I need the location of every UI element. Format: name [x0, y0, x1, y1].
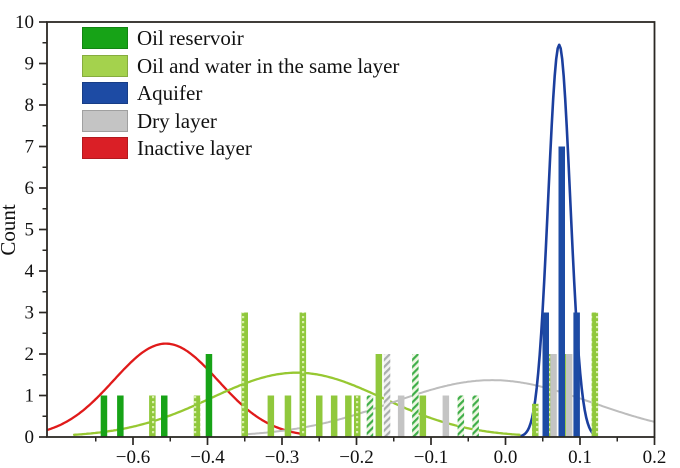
x-tick-label: −0.6	[116, 447, 150, 468]
chart-legend: Oil reservoir Oil and water in the same …	[82, 27, 399, 165]
histogram-bar-oil_water	[149, 395, 156, 437]
legend-label: Oil reservoir	[137, 26, 244, 50]
histogram-bar-oil_water	[591, 312, 599, 437]
x-tick-label: 0.0	[494, 447, 518, 468]
y-tick-label: 3	[25, 303, 35, 324]
histogram-bar-oil_reservoir	[100, 395, 108, 437]
y-tick-label: 4	[25, 261, 35, 282]
histogram-bar-oil_reservoir	[205, 354, 213, 437]
histogram-bar-dry_layer	[565, 354, 573, 437]
legend-swatch-oil-reservoir	[82, 27, 128, 49]
y-tick-label: 5	[25, 220, 35, 241]
legend-item-oil-and-water: Oil and water in the same layer	[82, 53, 400, 78]
histogram-bar-oil_water	[284, 395, 292, 437]
histogram-bar-aquifer	[542, 312, 549, 437]
legend-swatch-oil-and-water	[82, 54, 128, 77]
y-tick-label: 0	[25, 427, 35, 448]
histogram-bar-oil_water	[299, 312, 307, 437]
histogram-bar-aquifer	[558, 146, 565, 437]
y-tick-label: 8	[25, 95, 35, 116]
histogram-bar-oil_water	[472, 395, 479, 437]
y-tick-label: 9	[25, 54, 35, 75]
histogram-bar-oil_reservoir	[161, 395, 168, 437]
fit-curve-dry-layer	[241, 379, 655, 436]
histogram-bar-oil_water	[267, 395, 275, 437]
histogram-bar-dry_layer	[550, 354, 557, 437]
histogram-bar-oil_water	[375, 354, 383, 437]
fit-curve-aquifer	[520, 43, 597, 437]
histogram-bar-oil_water	[532, 403, 539, 437]
legend-item-oil-reservoir: Oil reservoir	[82, 27, 399, 49]
histogram-bar-oil_water	[419, 395, 427, 437]
x-tick-label: 0.2	[643, 447, 667, 468]
x-tick-label: −0.3	[265, 447, 299, 468]
x-tick-label: −0.4	[190, 447, 225, 468]
histogram-bar-oil_reservoir	[117, 395, 124, 437]
histogram-bar-aquifer	[573, 312, 580, 437]
x-tick-label: −0.2	[339, 447, 373, 468]
legend-swatch-dry-layer	[82, 109, 128, 132]
x-tick-label: −0.1	[414, 447, 448, 468]
legend-item-inactive-layer: Inactive layer	[82, 137, 399, 159]
y-axis-title: Count	[0, 204, 20, 256]
y-tick-label: 10	[15, 12, 34, 33]
fit-curve-inactive-layer	[47, 342, 303, 435]
legend-swatch-inactive-layer	[82, 137, 128, 159]
y-tick-label: 6	[25, 178, 35, 199]
histogram-bar-oil_water	[366, 395, 374, 437]
histogram-bar-oil_water	[316, 395, 323, 437]
histogram-bar-dry_layer	[442, 395, 450, 437]
histogram-bar-dry_layer	[397, 395, 405, 437]
legend-swatch-aquifer	[82, 82, 128, 104]
y-tick-label: 2	[25, 344, 35, 365]
y-tick-label: 1	[25, 386, 35, 407]
histogram-bar-oil_water	[330, 395, 338, 437]
histogram-bar-oil_water	[412, 354, 419, 437]
legend-label: Oil and water in the same layer	[137, 53, 400, 78]
legend-label: Dry layer	[137, 108, 217, 133]
fit-curve-oil-and-water	[72, 371, 521, 436]
histogram-bar-dry_layer	[383, 354, 391, 437]
histogram-bar-oil_water	[345, 395, 352, 437]
histogram-bar-oil_water	[193, 395, 201, 437]
histogram-bar-oil_water	[241, 312, 248, 437]
histogram-bar-oil_water	[354, 395, 361, 437]
histogram-bar-oil_water	[457, 395, 465, 437]
legend-item-aquifer: Aquifer	[82, 82, 399, 104]
x-tick-label: 0.1	[568, 447, 592, 468]
legend-item-dry-layer: Dry layer	[82, 108, 399, 133]
legend-label: Aquifer	[137, 81, 203, 105]
legend-label: Inactive layer	[137, 136, 252, 160]
y-tick-label: 7	[25, 137, 35, 158]
